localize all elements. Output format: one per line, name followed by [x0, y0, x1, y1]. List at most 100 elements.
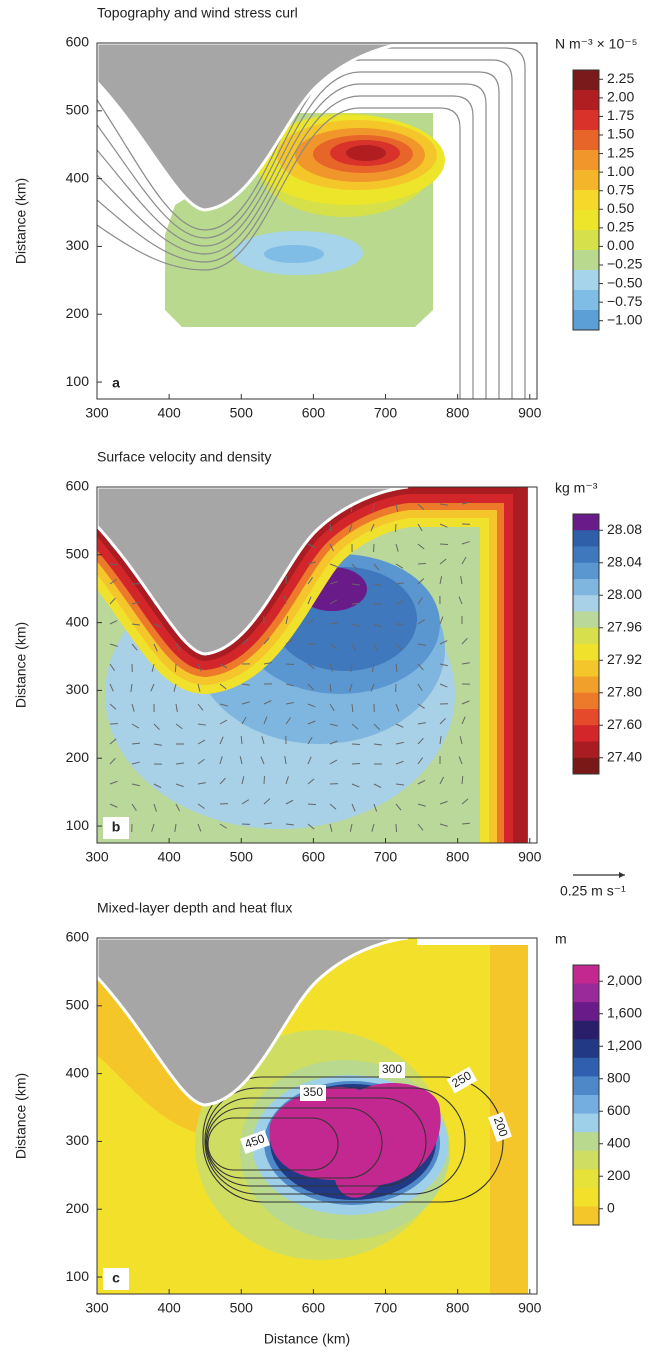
arrow [372, 503, 375, 512]
colorbar-tick-label: 1,200 [607, 1037, 642, 1053]
colorbar-segment [573, 1076, 599, 1096]
field [97, 938, 528, 1294]
contour-label-group: 250 [446, 1066, 478, 1094]
arrow [329, 723, 338, 727]
arrow [263, 822, 273, 825]
contour-label-bg [446, 1066, 478, 1094]
arrow [219, 756, 223, 765]
x-tick-label: 600 [302, 849, 326, 865]
arrow [439, 523, 448, 528]
colorbar-tick-label: 0.50 [607, 200, 634, 216]
arrow [307, 596, 312, 605]
colorbar-tick-label: 27.80 [607, 683, 642, 699]
arrow [131, 623, 141, 626]
colorbar-tick-label: −0.50 [607, 274, 643, 290]
arrow [285, 717, 292, 725]
arrow [174, 663, 177, 673]
plot-frame [96, 42, 538, 400]
contour-label-bg [379, 1062, 405, 1078]
arrow [329, 759, 338, 765]
arrow [109, 643, 118, 647]
contour-label-group: 350 [300, 1085, 326, 1101]
panel: Surface velocity and density Distance (km… [13, 449, 643, 899]
arrow [131, 783, 140, 787]
x-tick-label: 700 [374, 405, 398, 421]
contour-label-group: 300 [379, 1062, 405, 1078]
colorbar-segment [573, 190, 599, 211]
arrow [109, 620, 118, 625]
colorbar-tick-label: 2.25 [607, 70, 634, 86]
arrow [461, 822, 471, 825]
arrow [285, 799, 294, 805]
x-tick-label: 300 [85, 1300, 109, 1316]
x-tick-label: 500 [230, 1300, 254, 1316]
arrow [350, 663, 353, 672]
arrow [349, 683, 353, 692]
arrow [109, 578, 117, 585]
colorbar-segment [573, 660, 599, 677]
y-tick-label: 300 [66, 237, 90, 253]
arrow [219, 719, 228, 725]
arrow [370, 683, 375, 692]
contour-label: 200 [491, 1115, 511, 1139]
colorbar-segment [573, 1187, 599, 1207]
arrow [417, 803, 426, 807]
colorbar-segment [573, 70, 599, 91]
colorbar-label: N m⁻³ × 10⁻⁵ [555, 36, 637, 52]
arrow [461, 775, 464, 785]
arrow [307, 703, 316, 708]
arrow [329, 563, 338, 568]
arrow [109, 597, 116, 605]
x-tick-label: 300 [85, 849, 109, 865]
arrow [370, 523, 375, 532]
panel-title: Topography and wind stress curl [97, 5, 298, 21]
colorbar-label: kg m⁻³ [555, 480, 598, 496]
panel-label: b [112, 819, 121, 835]
contour-label-bg [300, 1085, 326, 1101]
arrow [461, 662, 470, 665]
colorbar-tick-label: 0 [607, 1199, 615, 1215]
y-tick-label: 400 [66, 613, 90, 629]
colorbar-segment [573, 562, 599, 580]
x-tick-label: 600 [302, 405, 326, 421]
arrow [261, 736, 265, 745]
arrow [175, 703, 178, 712]
contour-label-group: 200 [488, 1112, 512, 1142]
colorbar-tick-label: 27.92 [607, 651, 642, 667]
y-tick-label: 400 [66, 1064, 90, 1080]
colorbar-tick-label: 0.00 [607, 237, 634, 253]
colorbar-frame [572, 964, 600, 1226]
arrow [285, 639, 293, 645]
colorbar-tick-label: 28.08 [607, 521, 642, 537]
arrow [461, 501, 470, 505]
colorbar-tick-label: 1.25 [607, 144, 634, 160]
contour-label-bg [240, 1130, 270, 1154]
colorbar-tick-label: 1.75 [607, 107, 634, 123]
colorbar-segment [573, 627, 599, 645]
colorbar-tick-label: 800 [607, 1069, 631, 1085]
contour-label-bg [488, 1112, 512, 1142]
streamline [97, 71, 500, 399]
y-tick-label: 200 [66, 1200, 90, 1216]
arrow [153, 723, 160, 731]
arrow [371, 663, 375, 672]
arrow [417, 683, 423, 692]
heat-flux-contours [202, 1076, 504, 1203]
arrow [329, 740, 338, 745]
arrow [349, 823, 353, 832]
arrow [307, 683, 314, 691]
arrow [263, 798, 271, 805]
arrow [263, 700, 272, 705]
colorbar-segment [573, 530, 599, 547]
colorbar-tick-label: 1.00 [607, 163, 634, 179]
arrow [395, 783, 405, 786]
colorbar-tick-label: 27.40 [607, 748, 642, 764]
colorbar-segment [573, 611, 599, 629]
arrow [153, 643, 158, 652]
arrow [151, 663, 155, 672]
arrow [109, 780, 118, 785]
arrow [461, 637, 468, 645]
arrow [417, 722, 426, 725]
field [97, 487, 528, 843]
arrow [329, 543, 334, 552]
